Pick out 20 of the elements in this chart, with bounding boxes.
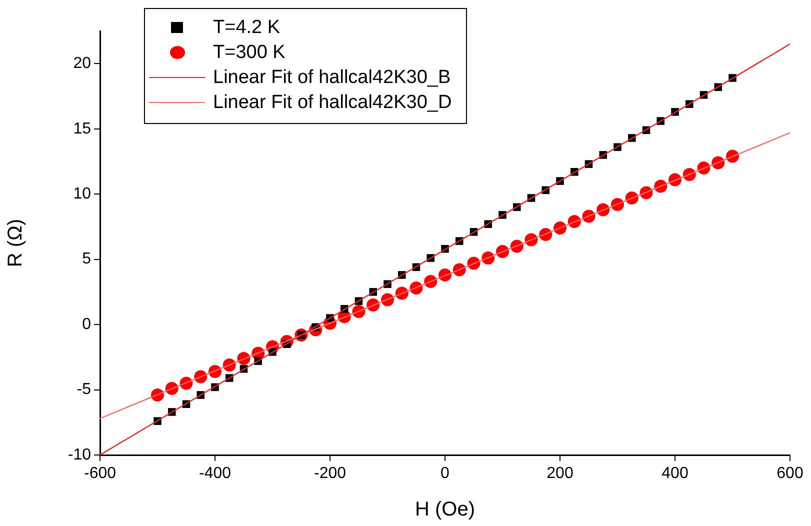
legend-label: T=300 K: [213, 41, 286, 65]
x-tick-label: -600: [84, 465, 116, 482]
x-tick-label: 400: [662, 465, 688, 482]
x-tick-label: 200: [546, 465, 574, 482]
legend-label: Linear Fit of hallcal42K30_B: [213, 66, 451, 90]
y-tick-label: 15: [73, 120, 92, 138]
y-tick-label: 5: [82, 250, 92, 268]
legend-label: Linear Fit of hallcal42K30_D: [213, 91, 452, 115]
x-tick-label: 0: [440, 465, 450, 482]
x-tick-label: 600: [776, 465, 804, 482]
y-tick-label: 20: [73, 55, 92, 72]
y-tick-label: 10: [73, 185, 92, 202]
x-tick-label: -200: [314, 465, 346, 482]
y-tick-label: -5: [76, 381, 92, 398]
x-axis-title: H (Oe): [415, 498, 475, 521]
y-tick-label: -10: [68, 446, 92, 464]
y-axis-title: R (Ω): [4, 218, 27, 268]
legend-label: T=4.2 K: [213, 16, 280, 40]
y-tick-label: 0: [82, 316, 92, 333]
x-tick-label: -400: [198, 465, 232, 482]
